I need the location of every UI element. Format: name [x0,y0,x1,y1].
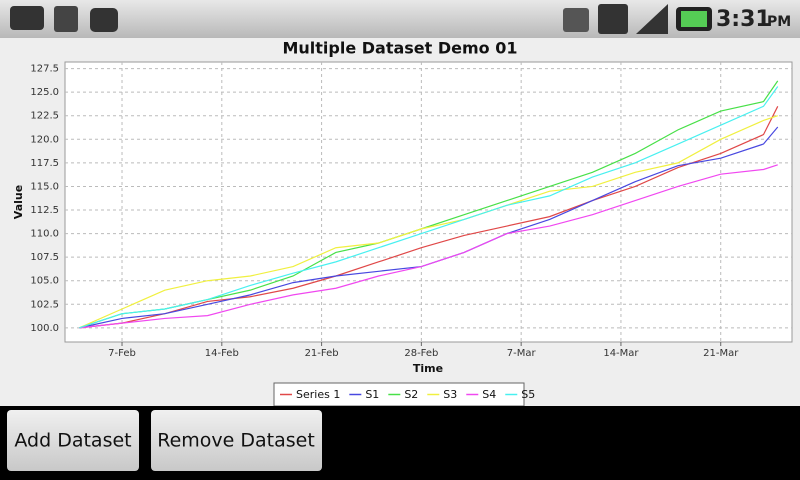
clock-period: PM [767,14,791,30]
y-tick-label: 125.0 [30,87,59,98]
plot-area [64,61,793,343]
button-face[interactable] [151,410,322,471]
series-line [79,86,779,329]
x-tick-label: 21-Feb [305,348,339,359]
button-label[interactable]: Remove Dataset [157,430,315,452]
series-line [79,115,778,329]
y-tick-label: 110.0 [30,229,59,240]
add-dataset-button[interactable]: Add Dataset [7,410,139,471]
series-line [79,106,779,329]
x-tick-label: 14-Feb [205,348,239,359]
legend-label: S2 [404,388,418,401]
x-axis-label: Time [413,362,443,375]
y-tick-label: 127.5 [30,64,59,75]
y-tick-label: 102.5 [30,299,59,310]
button-label[interactable]: Add Dataset [14,430,131,452]
chart-title: Multiple Dataset Demo 01 [282,39,517,58]
y-tick-label: 107.5 [30,252,59,263]
y-tick-label: 117.5 [30,158,59,169]
y-tick-label: 100.0 [30,323,59,334]
y-tick-label: 115.0 [30,181,59,192]
button-face[interactable] [7,410,139,471]
legend-label: S4 [482,388,496,401]
y-tick-label: 120.0 [30,134,59,145]
legend-label: S5 [521,388,535,401]
status-icons [10,4,712,34]
x-tick-label: 21-Mar [703,348,739,359]
x-tick-label: 7-Feb [108,348,136,359]
legend-label: Series 1 [296,388,340,401]
series-line [79,164,778,329]
legend-label: S3 [443,388,457,401]
x-tick-label: 7-Mar [507,348,537,359]
y-tick-label: 105.0 [30,276,59,287]
legend-label: S1 [365,388,379,401]
y-tick-label: 112.5 [30,205,59,216]
y-axis-label: Value [12,185,25,219]
y-tick-label: 122.5 [30,111,59,122]
clock-time: 3:31 [716,7,771,32]
x-tick-label: 14-Mar [603,348,639,359]
x-tick-label: 28-Feb [404,348,438,359]
remove-dataset-button[interactable]: Remove Dataset [151,410,322,471]
